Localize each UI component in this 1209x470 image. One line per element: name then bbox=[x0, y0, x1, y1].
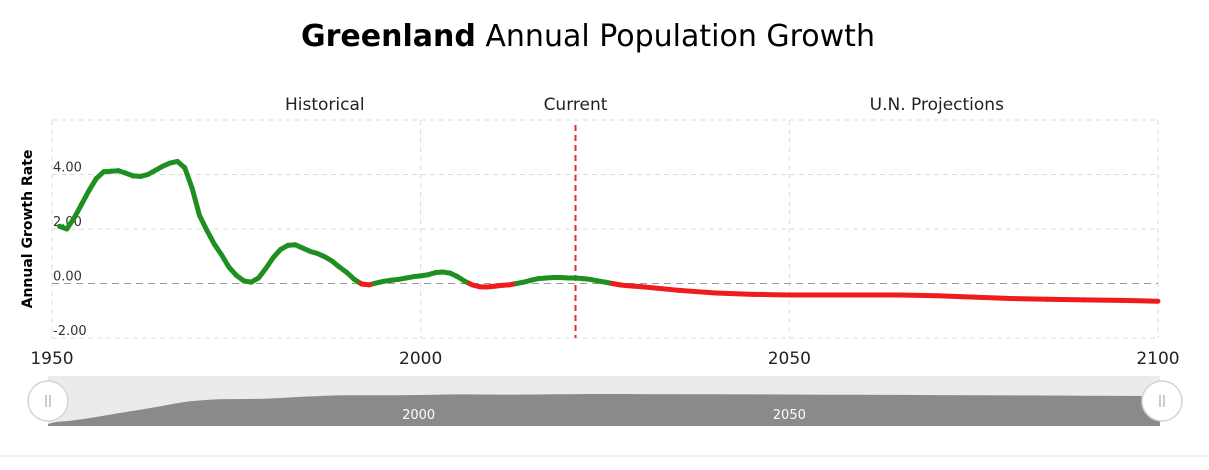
x-tick-label: 2050 bbox=[768, 349, 811, 369]
section-label: U.N. Projections bbox=[870, 95, 1004, 115]
series-segment bbox=[752, 294, 789, 295]
y-tick-label: 4.00 bbox=[53, 161, 82, 176]
chart-title-country: Greenland bbox=[301, 19, 476, 54]
series-segment bbox=[642, 287, 679, 291]
series-segment bbox=[1047, 299, 1084, 300]
series-segment bbox=[1121, 300, 1158, 301]
navigator-handle-right[interactable] bbox=[1142, 381, 1182, 421]
x-tick-label: 2100 bbox=[1136, 349, 1179, 369]
y-tick-label: -2.00 bbox=[53, 324, 87, 339]
x-tick-label: 2000 bbox=[399, 349, 442, 369]
series-segment bbox=[192, 188, 199, 215]
navigator-label: 2050 bbox=[773, 408, 806, 423]
chart-title-rest: Annual Population Growth bbox=[476, 19, 875, 54]
series-segment bbox=[185, 168, 192, 188]
navigator-label: 2000 bbox=[402, 408, 435, 423]
navigator-handle-left[interactable] bbox=[28, 381, 68, 421]
series-segment bbox=[199, 215, 206, 230]
y-tick-label: 0.00 bbox=[53, 270, 82, 285]
series-segment bbox=[1011, 298, 1048, 299]
series-segment bbox=[679, 290, 716, 293]
series-segment bbox=[900, 295, 937, 296]
series-segment bbox=[716, 293, 753, 294]
series-segment bbox=[974, 297, 1011, 298]
y-axis-label: Annual Growth Rate bbox=[20, 150, 36, 309]
chart-title: Greenland Annual Population Growth bbox=[301, 19, 875, 54]
x-tick-label: 1950 bbox=[30, 349, 73, 369]
section-label: Current bbox=[544, 95, 608, 115]
section-label: Historical bbox=[285, 95, 365, 115]
series-segment bbox=[937, 296, 974, 297]
series-segment bbox=[1084, 300, 1121, 301]
